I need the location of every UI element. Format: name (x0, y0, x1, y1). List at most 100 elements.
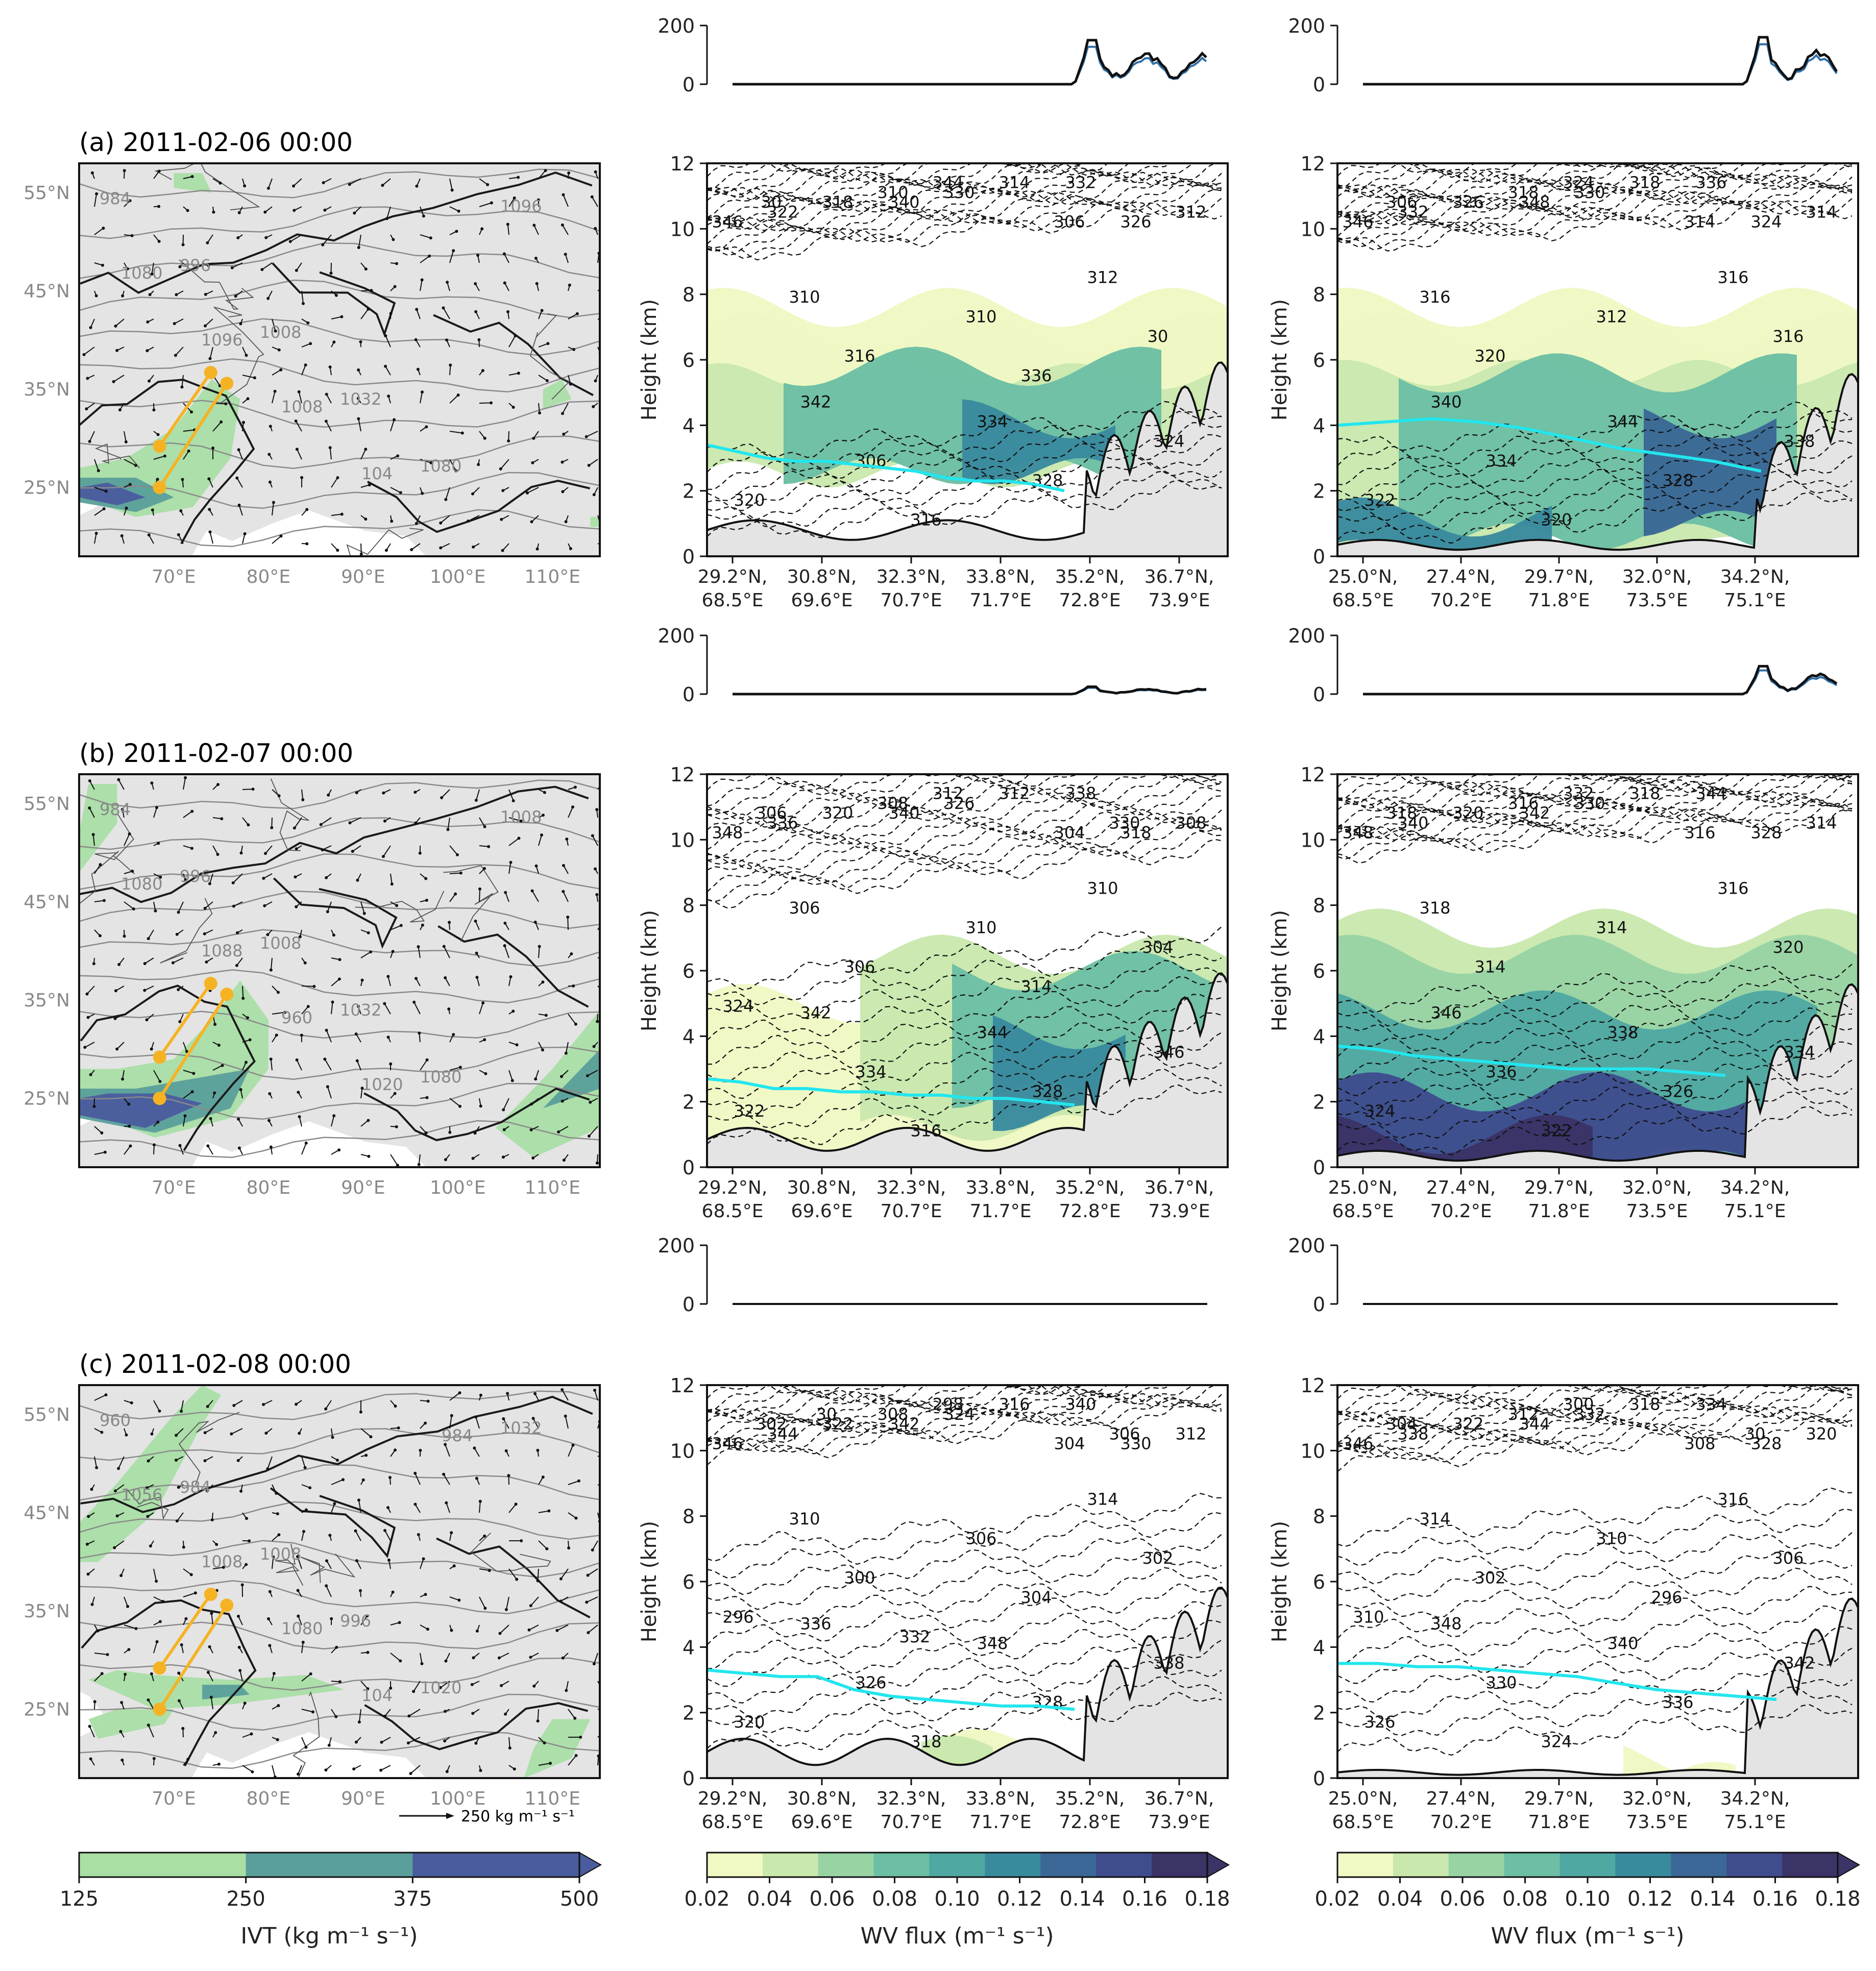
wind-vector-head (448, 921, 451, 924)
wind-vector-head (295, 847, 298, 851)
y-tick-label: 2 (683, 1702, 695, 1724)
wind-vector (358, 1500, 361, 1513)
wind-vector (301, 343, 311, 348)
x-tick-label-lon: 70.7°E (881, 1201, 942, 1222)
contour-label: 320 (1474, 347, 1505, 366)
country-border (95, 444, 140, 469)
wind-vector (179, 1145, 184, 1155)
wind-vector (449, 845, 458, 855)
colorbar-tick-label: 0.08 (872, 1887, 917, 1911)
y-tick-label: 12 (670, 1374, 695, 1397)
wind-vector (233, 873, 243, 883)
wind-vector (114, 1540, 125, 1548)
contour-label: 346 (1430, 1003, 1461, 1022)
wind-vector-head (355, 1559, 358, 1562)
wind-vector-head (208, 882, 211, 885)
coastline (80, 1395, 593, 1513)
wind-vector (420, 1559, 424, 1569)
terrain-line (1337, 983, 1858, 1162)
wind-vector-head (325, 392, 328, 396)
wind-vector (381, 1737, 391, 1743)
wind-vector-head (565, 837, 569, 841)
isobar-line (79, 1390, 600, 1420)
wind-vector (360, 290, 372, 291)
wind-vector-head (145, 349, 149, 353)
wind-vector-head (231, 881, 235, 884)
wind-vector-head (88, 1724, 91, 1728)
wind-vector-head (506, 223, 509, 226)
wind-vector-head (568, 283, 571, 287)
wind-vector-head (442, 945, 446, 948)
wind-vector-head (479, 1104, 482, 1108)
wind-vector (499, 1653, 509, 1659)
wind-vector (94, 228, 104, 235)
wind-vector (209, 873, 213, 884)
wind-vector-head (210, 1518, 214, 1521)
wind-vector-head (93, 1700, 96, 1704)
theta-contour (1337, 163, 1852, 214)
wind-vector (504, 945, 509, 958)
wind-vector (561, 1568, 569, 1580)
wind-vector-head (294, 420, 298, 423)
wind-vector-head (130, 1401, 133, 1405)
wind-vector-head (417, 1533, 420, 1536)
wind-vector-head (538, 411, 541, 415)
wind-vector (153, 170, 160, 179)
top-y-tick-label: 200 (657, 15, 695, 37)
wind-vector-head (192, 1072, 196, 1075)
wind-vector-head (82, 353, 86, 356)
wind-vector-head (304, 1141, 308, 1145)
wind-vector-head (513, 196, 516, 200)
wind-vector-head (503, 281, 506, 285)
wind-vector-head (532, 1684, 536, 1688)
y-tick-label: 6 (683, 1571, 695, 1593)
colorbar-segment (1096, 1853, 1152, 1877)
wind-vector (360, 1088, 363, 1099)
wind-vector-head (143, 989, 147, 992)
wind-vector (440, 543, 450, 549)
cross-section-route (158, 993, 228, 1099)
isobar-label: 1008 (260, 933, 301, 953)
ivt-map-c: 9609841008996102010321056100810801049845… (23, 1384, 601, 1809)
freezing-level-line (707, 1668, 1075, 1711)
wind-vector (205, 318, 213, 327)
wind-vector-head (475, 976, 479, 979)
x-tick-label-lat: 25.0°N, (1328, 1788, 1398, 1809)
contour-label: 334 (1485, 451, 1517, 471)
wind-vector-head (332, 1114, 336, 1118)
wind-vector-head (446, 281, 449, 284)
wind-vector (183, 451, 189, 460)
wind-vector-head (532, 436, 535, 440)
wind-vector-head (117, 963, 121, 966)
y-tick-label: 4 (1313, 1025, 1325, 1048)
x-tick-label-lat: 33.8°N, (966, 1788, 1036, 1809)
wind-vector-head (487, 845, 491, 848)
theta-contour (707, 401, 1222, 458)
wind-vector-head (327, 1743, 331, 1747)
wind-vector-head (248, 1539, 251, 1543)
wind-vector-head (544, 1014, 548, 1017)
wind-vector (358, 234, 361, 248)
x-tick-label-lon: 68.5°E (702, 590, 764, 611)
wind-vector-head (248, 1038, 252, 1042)
wind-vector (263, 873, 273, 879)
wind-vector-head (157, 240, 161, 243)
wind-vector-head (177, 910, 180, 914)
x-tick-label-lon: 71.8°E (1528, 590, 1590, 611)
theta-contour (1337, 163, 1852, 194)
ivt-map-a: 984996100810321080109610801096100810455°… (23, 162, 601, 587)
wind-vector-head (206, 1405, 209, 1408)
theta-contour (707, 830, 1222, 903)
y-tick-label: 0 (683, 546, 695, 568)
x-tick-label-lat: 36.7°N, (1144, 566, 1214, 587)
wind-vector-head (155, 1640, 159, 1643)
y-tick-label: 10 (1301, 218, 1325, 240)
isobar-line (79, 1428, 600, 1461)
wind-vector-head (357, 1720, 361, 1724)
wind-vector-head (277, 1533, 281, 1537)
wind-vector (449, 178, 453, 190)
terrain-line (707, 1586, 1228, 1766)
